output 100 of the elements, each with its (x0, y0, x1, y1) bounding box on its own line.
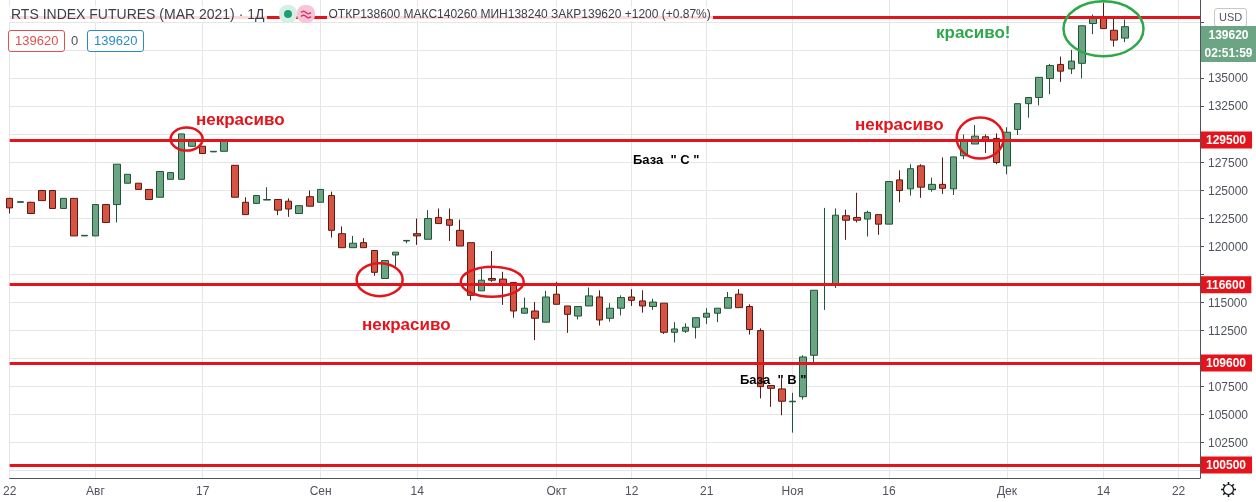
candlestick (692, 317, 700, 339)
text: 139620 (1201, 26, 1256, 44)
candlestick (939, 156, 946, 195)
x-tick-label: 17 (196, 484, 210, 498)
candlestick (778, 377, 786, 416)
candlestick (585, 286, 593, 307)
annotation: некрасиво (362, 315, 451, 335)
candlestick (617, 294, 625, 316)
candlestick (810, 289, 818, 363)
candlestick (456, 219, 464, 247)
candlestick (392, 251, 399, 268)
candlestick (60, 197, 67, 209)
candlestick (928, 177, 936, 193)
candlestick (338, 225, 346, 249)
candlestick (349, 235, 357, 249)
candlestick (821, 207, 828, 311)
ref-line-label: 100500 (1206, 458, 1247, 473)
candlestick (413, 218, 421, 246)
candlestick (488, 250, 496, 283)
annotation: некрасиво (196, 110, 285, 130)
candlestick (521, 297, 528, 314)
y-tick-label: 105000 (1208, 407, 1249, 422)
candlestick (553, 281, 560, 305)
candlestick (660, 302, 668, 335)
candlestick (735, 288, 743, 309)
candlestick (628, 288, 635, 307)
candlestick (167, 172, 174, 180)
candlestick (907, 163, 914, 197)
candlestick (49, 189, 56, 209)
candlestick (639, 289, 646, 314)
annotation: База " С " (633, 152, 700, 168)
x-tick-label: 22 (2, 484, 17, 498)
candlestick (306, 190, 314, 207)
candlestick (682, 322, 689, 334)
candlestick (917, 163, 925, 199)
annotation: 139620 (8, 30, 66, 52)
candlestick (81, 234, 88, 237)
candlestick (1110, 17, 1118, 48)
x-tick-label: 21 (700, 484, 714, 498)
candlestick (263, 186, 271, 201)
candlestick (124, 173, 131, 184)
candlestick (1014, 103, 1021, 136)
candlestick (17, 200, 24, 203)
y-tick-label: 115000 (1208, 295, 1248, 310)
text: 02:51:59 (1201, 44, 1256, 62)
x-tick-label: Авг (86, 484, 106, 498)
candlestick (135, 182, 142, 190)
candlestick (424, 209, 432, 240)
candlestick (295, 205, 303, 214)
candlestick (446, 207, 453, 242)
ref-line-label: 116600 (1206, 277, 1246, 292)
candlestick (435, 207, 442, 225)
candlestick (842, 209, 850, 241)
candlestick (724, 291, 732, 309)
ref-line-label: 129500 (1206, 133, 1247, 148)
candlestick (1025, 97, 1032, 119)
y-tick-label: 135000 (1208, 71, 1249, 86)
candlestick (703, 307, 710, 325)
y-tick-label: 122500 (1208, 211, 1249, 226)
candlestick (328, 191, 335, 239)
candlestick (671, 321, 678, 343)
candlestick (285, 197, 292, 218)
candlestick (1057, 56, 1064, 83)
y-tick-label: 125000 (1208, 183, 1249, 198)
ref-line-label: 109600 (1206, 356, 1247, 371)
candlestick (102, 204, 110, 223)
candlestick (746, 303, 753, 336)
candlestick (649, 298, 657, 311)
x-tick-label: Сен (309, 484, 332, 498)
candlestick (1046, 63, 1054, 95)
x-tick-label: 14 (410, 484, 425, 498)
candlestick (853, 192, 861, 223)
x-tick-label: 22 (1171, 484, 1186, 498)
y-tick-label: 107500 (1208, 379, 1249, 394)
candlestick (596, 289, 603, 327)
text: ОТКР138600 МАКС140260 МИН138240 ЗАКР139620 +1200 (+0.87%) (326, 7, 713, 21)
candlestick (403, 239, 410, 244)
candlestick (1068, 49, 1075, 75)
candlestick (832, 207, 839, 289)
candlestick (767, 385, 775, 408)
y-tick-label: 127500 (1208, 155, 1249, 170)
text: USD (1214, 8, 1248, 27)
candlestick (156, 170, 164, 198)
candlestick (145, 188, 153, 200)
candlestick (92, 204, 99, 237)
x-tick-label: Ноя (781, 484, 804, 498)
candlestick (789, 392, 796, 434)
x-tick-label: 16 (882, 484, 897, 498)
candlestick (950, 156, 957, 196)
candlestick (896, 169, 903, 203)
candlestick (875, 214, 882, 236)
candlestick (242, 196, 249, 216)
candlestick (574, 306, 582, 320)
annotation: 0 (71, 32, 79, 50)
candlestick (70, 197, 78, 237)
y-tick-label: 102500 (1208, 435, 1249, 450)
x-tick-label: Окт (546, 484, 568, 498)
candlestick (542, 290, 550, 323)
chart-title: RTS INDEX FUTURES (MAR 2021) · 1Д (9, 6, 267, 22)
candlestick (253, 195, 260, 204)
